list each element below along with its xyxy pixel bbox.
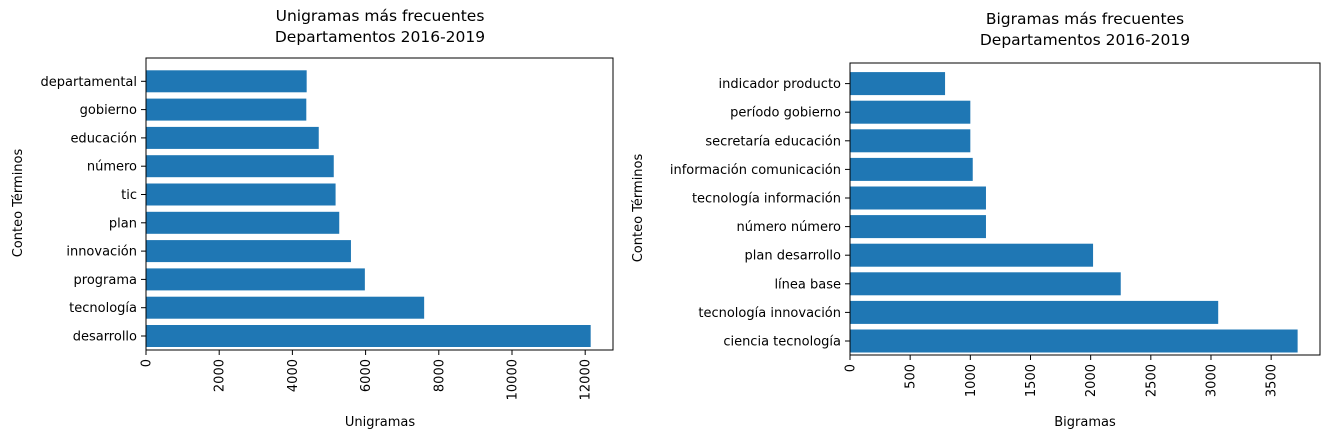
bar bbox=[146, 268, 365, 291]
bar bbox=[146, 183, 336, 206]
bar bbox=[146, 98, 307, 121]
bar bbox=[146, 296, 425, 319]
bar bbox=[850, 329, 1298, 353]
y-tick-label: tecnología información bbox=[692, 192, 841, 207]
bar bbox=[146, 211, 340, 234]
bar bbox=[146, 70, 307, 93]
bar bbox=[850, 215, 986, 239]
x-tick-label: 10000 bbox=[505, 359, 520, 400]
x-tick-label: 8000 bbox=[432, 359, 447, 392]
bar bbox=[850, 243, 1094, 267]
x-tick-label: 3500 bbox=[1265, 364, 1280, 397]
bar bbox=[146, 325, 591, 347]
y-tick-label: educación bbox=[70, 131, 137, 146]
y-tick-label: número número bbox=[737, 220, 841, 235]
x-tick-label: 500 bbox=[904, 364, 919, 389]
y-tick-label: programa bbox=[74, 273, 137, 288]
bar bbox=[850, 100, 971, 124]
y-axis-label: Conteo Términos bbox=[11, 149, 26, 258]
x-tick-label: 12000 bbox=[579, 359, 594, 400]
y-tick-label: ciencia tecnología bbox=[723, 335, 841, 350]
y-tick-label: número bbox=[87, 160, 137, 175]
y-tick-label: tecnología bbox=[69, 301, 137, 316]
y-tick-label: departamental bbox=[41, 75, 137, 90]
y-tick-label: desarrollo bbox=[73, 330, 137, 345]
bar bbox=[146, 155, 334, 178]
y-tick-label: plan desarrollo bbox=[745, 249, 842, 264]
y-tick-label: gobierno bbox=[80, 103, 137, 118]
unigram-chart: Unigramas más frecuentes Departamentos 2… bbox=[11, 7, 614, 430]
x-tick-label: 4000 bbox=[286, 359, 301, 392]
bar bbox=[850, 157, 973, 181]
y-tick-label: tic bbox=[121, 188, 137, 203]
x-axis-label: Bigramas bbox=[1054, 415, 1116, 430]
y-tick-label: información comunicación bbox=[670, 163, 841, 178]
bar bbox=[850, 186, 986, 210]
bar bbox=[146, 126, 319, 149]
x-tick-label: 2500 bbox=[1144, 364, 1159, 397]
x-tick-label: 0 bbox=[844, 364, 859, 372]
chart-title: Bigramas más frecuentes bbox=[986, 10, 1184, 28]
x-tick-label: 3000 bbox=[1204, 364, 1219, 397]
chart-subtitle: Departamentos 2016-2019 bbox=[980, 31, 1190, 49]
x-tick-label: 2000 bbox=[1084, 364, 1099, 397]
x-tick-label: 0 bbox=[140, 359, 155, 367]
bar bbox=[146, 240, 351, 263]
x-tick-label: 1000 bbox=[964, 364, 979, 397]
y-tick-label: período gobierno bbox=[730, 106, 841, 121]
bar bbox=[850, 129, 971, 153]
bar bbox=[850, 272, 1121, 296]
bigram-chart: Bigramas más frecuentes Departamentos 20… bbox=[631, 10, 1321, 430]
y-axis-label: Conteo Términos bbox=[631, 154, 646, 263]
bar bbox=[850, 300, 1219, 324]
x-tick-label: 2000 bbox=[213, 359, 228, 392]
bar bbox=[850, 72, 946, 96]
plot-frame bbox=[145, 57, 614, 351]
chart-subtitle: Departamentos 2016-2019 bbox=[275, 28, 485, 46]
y-tick-label: tecnología innovación bbox=[698, 306, 841, 321]
y-tick-label: secretaría educación bbox=[705, 134, 841, 149]
y-tick-label: línea base bbox=[774, 277, 841, 292]
x-tick-label: 1500 bbox=[1024, 364, 1039, 397]
plot-frame bbox=[849, 62, 1321, 356]
y-tick-label: plan bbox=[109, 216, 137, 231]
chart-title: Unigramas más frecuentes bbox=[276, 7, 485, 25]
y-tick-label: innovación bbox=[66, 245, 137, 260]
y-tick-label: indicador producto bbox=[719, 77, 842, 92]
x-tick-label: 6000 bbox=[359, 359, 374, 392]
x-axis-label: Unigramas bbox=[345, 415, 416, 430]
